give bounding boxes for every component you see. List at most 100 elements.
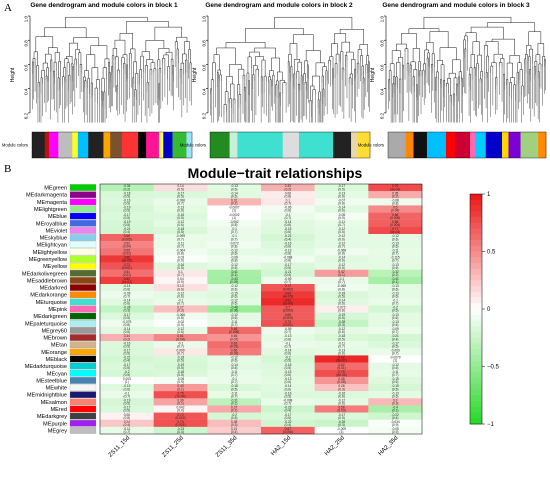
module-color-swatch xyxy=(69,220,97,227)
legend-gradient-step xyxy=(470,234,482,241)
heatmap-cell-pvalue: (0.6) xyxy=(392,287,399,291)
heatmap-cell-value: -0.18 xyxy=(177,227,184,231)
heatmap-cell xyxy=(100,376,154,385)
heatmap-cell-pvalue: (0.6) xyxy=(285,337,292,341)
heatmap-row: MEcyan -0.2(0.5)-0.18(0.5)-0.11(0.7)-0.15… xyxy=(47,369,423,377)
heatmap-cell-value: 0.46 xyxy=(231,334,237,338)
heatmap-cell-value: -0.13 xyxy=(338,349,345,353)
legend-tick-label: −0.5 xyxy=(487,365,500,371)
heatmap-cell xyxy=(368,419,423,428)
trait-label: ZS11_35d xyxy=(215,435,239,459)
heatmap-cell-pvalue: (0.6) xyxy=(231,187,238,191)
heatmap-cell xyxy=(100,198,154,206)
heatmap-cell-pvalue: (0.7) xyxy=(285,280,292,284)
heatmap-cell-pvalue: (0.7) xyxy=(177,302,184,306)
heatmap-cell-value: -0.115 xyxy=(391,256,400,260)
heatmap-cell xyxy=(100,398,154,406)
heatmap-cell-value: 0.33 xyxy=(285,184,291,188)
heatmap-cell xyxy=(368,205,423,213)
heatmap-cell-value: 0.08 xyxy=(285,191,291,195)
heatmap-cell-pvalue: (0.7) xyxy=(177,344,184,348)
heatmap-cell-value: -0.16 xyxy=(123,199,130,203)
heatmap-cell-value: 0.3 xyxy=(393,399,398,403)
heatmap-cell-pvalue: (0.7) xyxy=(177,273,184,277)
heatmap-cell-value: -0.11 xyxy=(231,370,238,374)
y-tick-label: 1.0 xyxy=(380,16,385,23)
heatmap-cell xyxy=(100,241,154,249)
heatmap-row: MEdarkolivegreen 0.61(0.01)0.1(0.7)-0.41(… xyxy=(22,269,423,277)
heatmap-cell-value: -0.16 xyxy=(177,263,184,267)
heatmap-cell-value: 0.51 xyxy=(177,334,183,338)
module-color-segment xyxy=(508,132,521,158)
legend-gradient-step xyxy=(470,286,482,293)
heatmap-cell-value: -0.034 xyxy=(391,420,400,424)
heatmap-cell-value: -0.21 xyxy=(123,356,130,360)
heatmap-cell xyxy=(153,205,208,213)
heatmap-cell-value: 0.52 xyxy=(124,241,130,245)
heatmap-cell xyxy=(314,191,369,199)
legend-gradient-step xyxy=(470,228,482,235)
heatmap-cell-pvalue: (0.9) xyxy=(177,380,184,384)
heatmap-cell-pvalue: (0.6) xyxy=(338,402,345,406)
heatmap-panel: MEgreen -0.34(0.2)0.14(0.5)-0.13(0.6)0.33… xyxy=(22,183,500,459)
heatmap-cell xyxy=(100,248,154,256)
heatmap-cell xyxy=(207,355,262,363)
heatmap-cell-pvalue: (0.7) xyxy=(231,380,238,384)
legend-gradient-step xyxy=(470,240,482,247)
y-tick-label: 0.4 xyxy=(380,88,385,95)
heatmap-cell-value: 0.56 xyxy=(231,349,237,353)
heatmap-cell xyxy=(207,284,262,292)
heatmap-cell-value: -0.43 xyxy=(231,277,238,281)
heatmap-cell xyxy=(207,184,262,192)
module-color-bar xyxy=(387,131,547,159)
heatmap-cell-value: -0.0007 xyxy=(229,206,240,210)
heatmap-cell-value: -0.17 xyxy=(123,363,130,367)
module-color-swatch xyxy=(69,184,97,191)
module-color-swatch xyxy=(69,191,97,198)
heatmap-cell-pvalue: (0.5) xyxy=(338,316,345,320)
legend-gradient-step xyxy=(470,274,482,281)
heatmap-cell-pvalue: (8e-04) xyxy=(336,373,346,377)
heatmap-cell-pvalue: (1) xyxy=(232,216,236,220)
module-color-segment xyxy=(273,132,284,158)
heatmap-cell-value: -0.11 xyxy=(231,320,238,324)
module-label: MEgreenyellow xyxy=(29,257,68,263)
heatmap-cell xyxy=(100,298,154,306)
heatmap-cell-value: -0.0079 xyxy=(390,356,401,360)
heatmap-cell-value: -0.18 xyxy=(338,291,345,295)
heatmap-cell xyxy=(314,419,369,428)
heatmap-row: MElightgreen -0.19(0.5)-0.13(0.6)-0.0007(… xyxy=(34,205,423,213)
heatmap-cell-value: -0.1 xyxy=(285,213,291,217)
heatmap-row: MEskyblue 0.66(0.005)-0.099(0.7)-0.1(0.7)… xyxy=(40,234,423,242)
module-label: MEpaleturquoise xyxy=(25,321,67,327)
block3-title: Gene dendrogram and module colors in blo… xyxy=(382,2,530,9)
heatmap-row: MEblue -0.17(0.5)-0.16(0.5)-0.0002(1)-0.1… xyxy=(48,212,423,220)
module-color-segment xyxy=(333,132,352,158)
module-color-segment xyxy=(282,132,300,158)
heatmap-cell-pvalue: (0.04) xyxy=(391,209,399,213)
heatmap-cell-pvalue: (0.8) xyxy=(124,416,131,420)
heatmap-cell-pvalue: (0.4) xyxy=(177,430,184,434)
heatmap-cell-value: -0.11 xyxy=(338,220,345,224)
heatmap-cell-pvalue: (0.9) xyxy=(177,280,184,284)
legend-gradient-step xyxy=(470,412,482,419)
heatmap-cell-value: -0.16 xyxy=(284,241,291,245)
heatmap-cell xyxy=(153,184,208,192)
heatmap-cell xyxy=(100,412,154,420)
legend-gradient-step xyxy=(470,199,482,206)
module-color-segment xyxy=(237,132,253,158)
module-color-swatch xyxy=(69,234,97,241)
module-color-segment xyxy=(138,132,147,158)
heatmap-cell xyxy=(314,276,369,285)
module-color-swatch xyxy=(69,212,97,220)
heatmap-cell-pvalue: (0.7) xyxy=(177,202,184,206)
heatmap-cell-pvalue: (0.001) xyxy=(175,423,185,427)
heatmap-cell-pvalue: (0.5) xyxy=(124,194,131,198)
heatmap-cell-pvalue: (0.2) xyxy=(231,202,238,206)
heatmap-cell-pvalue: (1) xyxy=(340,430,344,434)
heatmap-cell-value: -0.11 xyxy=(123,427,130,431)
heatmap-cell xyxy=(153,398,208,406)
heatmap-cell-value: -0.1 xyxy=(178,299,184,303)
heatmap-cell-value: 0.75 xyxy=(338,370,344,374)
heatmap-cell-pvalue: (0.2) xyxy=(231,402,238,406)
